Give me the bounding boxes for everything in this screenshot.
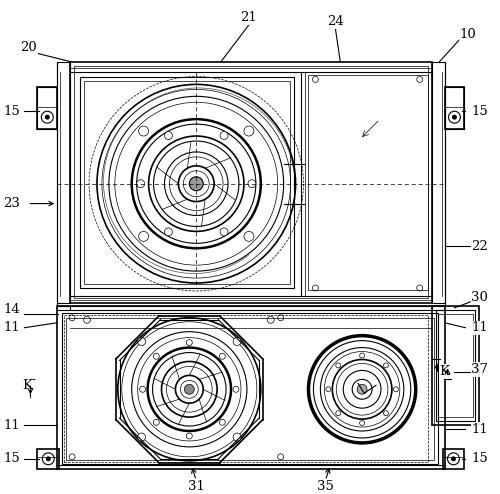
Bar	[432, 62, 444, 303]
Circle shape	[360, 353, 364, 358]
Circle shape	[336, 363, 340, 368]
Circle shape	[220, 131, 228, 139]
Bar	[436, 310, 476, 421]
Circle shape	[220, 353, 226, 359]
Text: 35: 35	[317, 480, 334, 493]
Text: 15: 15	[4, 453, 20, 465]
Circle shape	[452, 115, 457, 120]
Circle shape	[336, 411, 340, 415]
Text: 30: 30	[472, 291, 488, 304]
Circle shape	[138, 126, 148, 136]
Text: 15: 15	[472, 105, 488, 118]
Circle shape	[357, 384, 367, 394]
Text: 11: 11	[4, 418, 20, 432]
Circle shape	[186, 340, 192, 346]
Text: 23: 23	[4, 197, 20, 210]
Circle shape	[244, 126, 254, 136]
Bar	[432, 306, 480, 425]
Circle shape	[233, 337, 241, 345]
Text: 24: 24	[327, 15, 344, 28]
Text: 22: 22	[472, 240, 488, 253]
Text: 31: 31	[188, 480, 204, 493]
Bar	[57, 306, 444, 469]
Bar	[38, 87, 57, 129]
Circle shape	[186, 433, 192, 439]
Circle shape	[45, 115, 50, 120]
Circle shape	[451, 456, 456, 461]
Circle shape	[138, 433, 145, 441]
Circle shape	[220, 419, 226, 425]
Text: 11: 11	[472, 321, 488, 334]
Circle shape	[154, 419, 160, 425]
Text: 15: 15	[472, 453, 488, 465]
Bar	[66, 318, 434, 460]
Circle shape	[138, 337, 145, 345]
Bar	[64, 315, 428, 462]
Circle shape	[164, 131, 172, 139]
Bar	[80, 78, 294, 288]
Bar	[57, 62, 70, 303]
Circle shape	[136, 180, 144, 188]
Circle shape	[140, 386, 145, 392]
Circle shape	[244, 231, 254, 242]
Circle shape	[154, 353, 160, 359]
Bar	[308, 76, 428, 290]
Circle shape	[360, 420, 364, 425]
Circle shape	[233, 433, 241, 441]
Circle shape	[220, 228, 228, 236]
Circle shape	[394, 387, 398, 392]
Bar	[38, 449, 59, 469]
Bar	[444, 87, 464, 129]
Bar	[442, 449, 464, 469]
Circle shape	[326, 387, 331, 392]
Circle shape	[248, 180, 256, 188]
Circle shape	[190, 177, 203, 191]
Text: 21: 21	[240, 11, 258, 24]
Text: 10: 10	[460, 28, 476, 41]
Text: 11: 11	[472, 422, 488, 436]
Text: 15: 15	[4, 105, 20, 118]
Text: K: K	[440, 365, 450, 378]
Bar	[84, 82, 290, 284]
Bar	[70, 62, 432, 303]
Text: K: K	[22, 379, 32, 392]
Circle shape	[233, 386, 239, 392]
Text: 14: 14	[4, 303, 20, 316]
Circle shape	[164, 228, 172, 236]
Text: 20: 20	[20, 41, 37, 54]
Bar	[74, 66, 428, 298]
Circle shape	[184, 384, 194, 394]
Bar	[62, 313, 438, 464]
Circle shape	[138, 231, 148, 242]
Bar	[438, 314, 474, 417]
Text: 37: 37	[472, 363, 488, 376]
Circle shape	[384, 363, 388, 368]
Circle shape	[46, 456, 51, 461]
Circle shape	[384, 411, 388, 415]
Text: 11: 11	[4, 321, 20, 334]
